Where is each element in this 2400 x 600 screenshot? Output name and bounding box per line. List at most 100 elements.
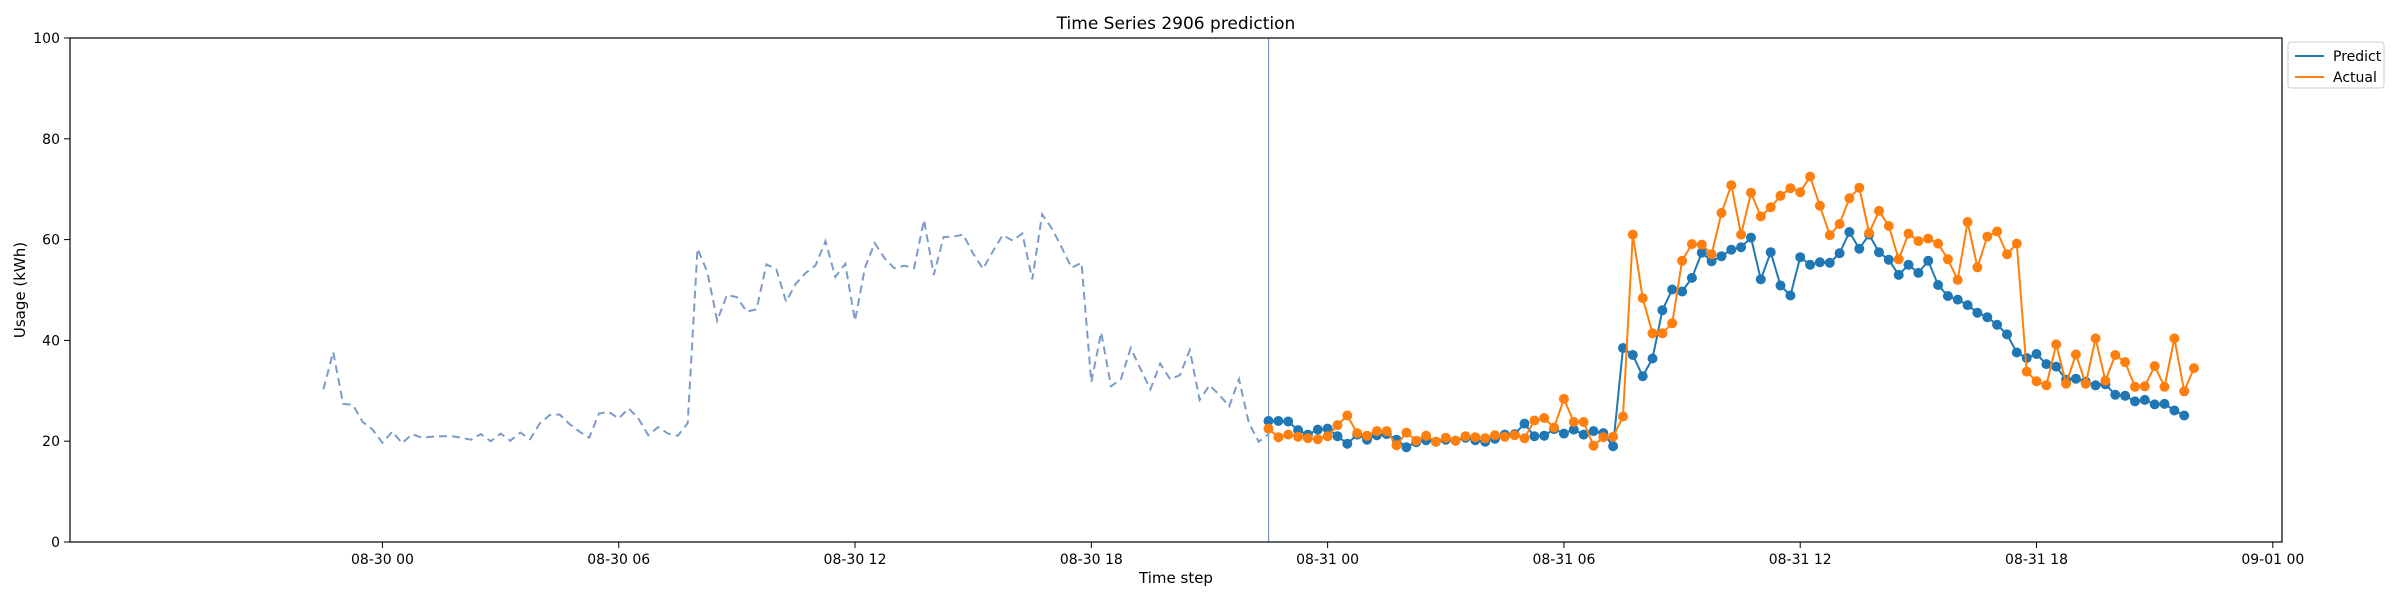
data-point-predict	[2090, 380, 2101, 391]
data-point-predict	[1785, 290, 1796, 301]
data-point-actual	[1667, 318, 1678, 329]
data-point-actual	[1952, 274, 1963, 285]
data-point-predict	[1982, 312, 1993, 323]
data-point-actual	[1499, 431, 1510, 442]
data-point-actual	[1755, 211, 1766, 222]
data-point-predict	[2149, 399, 2160, 410]
y-tick-label: 40	[42, 333, 60, 349]
data-point-actual	[1598, 432, 1609, 443]
data-point-actual	[1342, 410, 1353, 421]
data-point-predict	[1706, 256, 1717, 267]
data-point-predict	[2110, 389, 2121, 400]
data-point-actual	[2002, 249, 2012, 260]
data-point-predict	[1283, 416, 1294, 427]
series-predict	[1263, 227, 2190, 453]
data-point-actual	[1519, 433, 1530, 444]
data-point-predict	[1558, 428, 1569, 439]
data-point-predict	[1618, 343, 1628, 353]
y-tick-label: 60	[42, 233, 60, 249]
data-point-actual	[1962, 217, 1973, 227]
data-point-actual	[1923, 233, 1934, 244]
data-point-predict	[1401, 442, 1412, 453]
x-tick-label: 08-30 00	[351, 552, 414, 568]
data-point-actual	[1352, 428, 1363, 439]
data-point-actual	[1765, 202, 1776, 213]
data-point-predict	[1844, 227, 1855, 237]
y-tick-label: 80	[42, 132, 60, 148]
data-point-actual	[1824, 230, 1835, 241]
x-tick-label: 08-30 12	[824, 552, 887, 568]
data-point-actual	[2011, 238, 2022, 249]
data-point-predict	[2169, 405, 2180, 416]
data-point-actual	[1440, 432, 1451, 443]
data-point-actual	[1834, 219, 1845, 229]
data-point-actual	[1716, 207, 1727, 218]
data-point-actual	[1874, 205, 1884, 216]
data-point-predict	[1608, 441, 1619, 452]
data-point-actual	[1913, 236, 1924, 247]
data-point-actual	[1263, 423, 1274, 434]
data-point-predict	[1637, 371, 1648, 382]
legend-label-predict: Predict	[2333, 49, 2382, 65]
data-point-predict	[1667, 284, 1678, 295]
data-point-predict	[2179, 410, 2190, 421]
data-point-predict	[1805, 259, 1816, 270]
data-point-predict	[1657, 305, 1668, 316]
data-point-predict	[2011, 347, 2022, 358]
data-point-actual	[1529, 415, 1540, 426]
data-point-predict	[2130, 396, 2140, 407]
series-line-actual	[1267, 174, 2195, 448]
data-point-actual	[2130, 381, 2140, 392]
data-point-actual	[2061, 378, 2072, 389]
data-point-actual	[1657, 328, 1668, 339]
data-point-actual	[2090, 333, 2101, 344]
plot-frame	[69, 37, 2283, 543]
data-point-actual	[1470, 432, 1481, 443]
data-point-predict	[1677, 286, 1688, 297]
x-tick-label: 08-30 06	[587, 552, 650, 568]
data-point-actual	[1391, 440, 1402, 451]
data-point-actual	[1460, 431, 1471, 442]
data-point-predict	[2159, 398, 2170, 409]
data-point-actual	[1430, 436, 1441, 447]
data-point-predict	[1716, 251, 1727, 262]
x-tick-label: 08-31 06	[1532, 552, 1595, 568]
data-point-predict	[2139, 394, 2150, 405]
data-point-actual	[1726, 180, 1737, 191]
data-point-predict	[1824, 257, 1835, 268]
data-point-actual	[1942, 254, 1953, 265]
x-tick-label: 08-31 12	[1769, 552, 1832, 568]
y-tick-label: 20	[42, 434, 60, 450]
data-point-predict	[1923, 255, 1934, 266]
data-point-actual	[1814, 200, 1825, 211]
data-point-predict	[1903, 259, 1914, 270]
data-point-actual	[1450, 435, 1461, 446]
data-point-predict	[1736, 242, 1747, 253]
data-point-actual	[1618, 411, 1628, 422]
data-point-actual	[1795, 187, 1806, 198]
x-tick-label: 08-30 18	[1060, 552, 1123, 568]
data-point-actual	[1864, 228, 1875, 238]
data-point-predict	[2120, 390, 2131, 401]
data-point-actual	[2051, 339, 2062, 350]
data-point-actual	[1490, 430, 1500, 441]
data-point-actual	[1637, 293, 1648, 304]
data-point-predict	[1952, 294, 1963, 305]
data-point-predict	[1834, 248, 1845, 259]
data-point-actual	[1509, 430, 1520, 441]
data-point-actual	[2031, 376, 2042, 387]
data-point-actual	[1903, 228, 1914, 239]
data-point-actual	[2149, 361, 2160, 372]
legend-label-actual: Actual	[2333, 70, 2377, 86]
data-point-actual	[1805, 171, 1816, 182]
data-point-actual	[2100, 375, 2111, 386]
data-point-predict	[1322, 423, 1333, 434]
data-point-actual	[1746, 187, 1756, 198]
data-point-actual	[1775, 190, 1786, 201]
data-point-actual	[1539, 413, 1550, 423]
data-point-actual	[1627, 229, 1638, 240]
data-point-actual	[1588, 440, 1599, 451]
data-point-predict	[1342, 438, 1353, 449]
data-point-actual	[2070, 349, 2081, 360]
data-point-actual	[1322, 431, 1333, 442]
